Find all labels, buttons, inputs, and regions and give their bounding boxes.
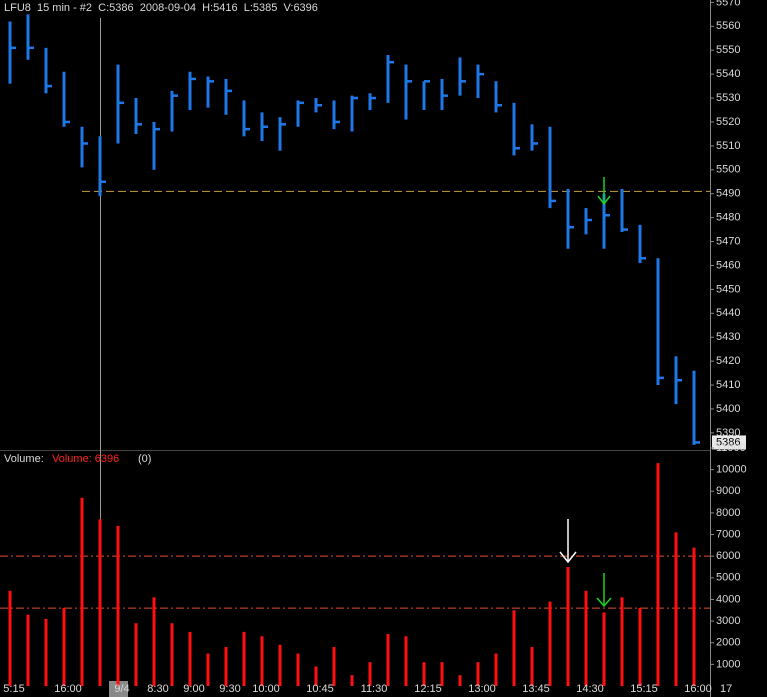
volume-bar (332, 647, 336, 686)
volume-bar (242, 631, 246, 686)
y-tick-label: 5570 (716, 0, 740, 8)
volume-title: Volume: 6396 (52, 453, 119, 465)
volume-bar (656, 463, 660, 686)
volume-arrow-green (596, 573, 612, 608)
volume-count: (0) (138, 453, 151, 465)
y-tick-label: 3000 (716, 615, 740, 627)
volume-bar (152, 597, 156, 686)
y-tick-label: 5000 (716, 572, 740, 584)
volume-bar (458, 675, 462, 686)
volume-bar (224, 647, 228, 686)
volume-bar (386, 634, 390, 686)
x-tick-label: 13:45 (522, 683, 550, 695)
y-tick-label: 1000 (716, 658, 740, 670)
volume-bar (206, 653, 210, 686)
x-overflow-label: 17 (720, 683, 732, 695)
volume-bar (476, 662, 480, 686)
y-tick-label: 5450 (716, 283, 740, 295)
y-tick-label: 5510 (716, 140, 740, 152)
volume-bar (62, 608, 66, 686)
y-tick-label: 5550 (716, 44, 740, 56)
volume-bar (26, 614, 30, 686)
y-tick-label: 5500 (716, 164, 740, 176)
volume-label: Volume: (4, 453, 44, 465)
y-tick-label: 5530 (716, 92, 740, 104)
y-tick-label: 2000 (716, 637, 740, 649)
volume-bar (602, 612, 606, 686)
last-price-label: 5386 (716, 436, 740, 448)
x-tick-label: 9:30 (219, 683, 240, 695)
y-tick-label: 8000 (716, 507, 740, 519)
y-tick-label: 5540 (716, 68, 740, 80)
volume-bar (278, 644, 282, 686)
volume-bar (260, 636, 264, 686)
x-tick-label: 13:00 (468, 683, 496, 695)
x-tick-label: 16:00 (684, 683, 712, 695)
volume-bar (440, 662, 444, 686)
y-tick-label: 5490 (716, 188, 740, 200)
volume-bar (404, 636, 408, 686)
volume-bar (368, 662, 372, 686)
y-tick-label: 6000 (716, 550, 740, 562)
volume-bar (134, 623, 138, 686)
x-tick-label: 5:15 (3, 683, 24, 695)
x-tick-label: 9:00 (183, 683, 204, 695)
volume-arrow-white (559, 519, 577, 564)
volume-bar (494, 653, 498, 686)
volume-bar (188, 631, 192, 686)
y-tick-label: 5460 (716, 259, 740, 271)
volume-bar (116, 525, 120, 686)
y-tick-label: 5410 (716, 379, 740, 391)
last-price-box (712, 435, 746, 450)
y-tick-label: 5470 (716, 235, 740, 247)
volume-bar (98, 519, 102, 686)
y-tick-label: 9000 (716, 485, 740, 497)
y-tick-label: 5400 (716, 403, 740, 415)
x-tick-label: 8:30 (147, 683, 168, 695)
volume-bar (44, 618, 48, 686)
x-tick-label: 10:00 (252, 683, 280, 695)
volume-bar (530, 647, 534, 686)
volume-bar (8, 590, 12, 686)
y-tick-label: 5560 (716, 20, 740, 32)
volume-bar (620, 597, 624, 686)
x-tick-label: 9/4 (114, 683, 129, 695)
chart-title: LFU8 15 min - #2 C:5386 2008-09-04 H:541… (4, 2, 318, 14)
date-highlight (109, 681, 128, 697)
x-tick-label: 15:15 (630, 683, 658, 695)
volume-bar (80, 497, 84, 686)
x-tick-label: 10:45 (306, 683, 334, 695)
y-tick-label: 5430 (716, 331, 740, 343)
y-tick-label: 7000 (716, 528, 740, 540)
volume-bar (674, 532, 678, 686)
volume-bar (296, 653, 300, 686)
y-tick-label: 10000 (716, 464, 747, 476)
volume-bar (512, 610, 516, 686)
y-tick-label: 5520 (716, 116, 740, 128)
price-arrow (597, 177, 611, 206)
y-tick-label: 4000 (716, 593, 740, 605)
y-tick-label: 5420 (716, 355, 740, 367)
volume-bar (692, 547, 696, 686)
volume-bar (638, 608, 642, 686)
volume-bar (422, 662, 426, 686)
volume-bar (170, 623, 174, 686)
volume-bar (584, 590, 588, 686)
x-tick-label: 11:30 (361, 683, 388, 695)
y-tick-label: 5440 (716, 307, 740, 319)
x-tick-label: 12:15 (414, 683, 442, 695)
volume-bar (566, 567, 570, 686)
volume-bar (548, 601, 552, 686)
x-tick-label: 14:30 (576, 683, 604, 695)
volume-bar (314, 666, 318, 686)
y-tick-label: 5480 (716, 212, 740, 224)
y-tick-label: 11000 (716, 442, 746, 454)
volume-bar (350, 675, 354, 686)
x-tick-label: 16:00 (54, 683, 82, 695)
